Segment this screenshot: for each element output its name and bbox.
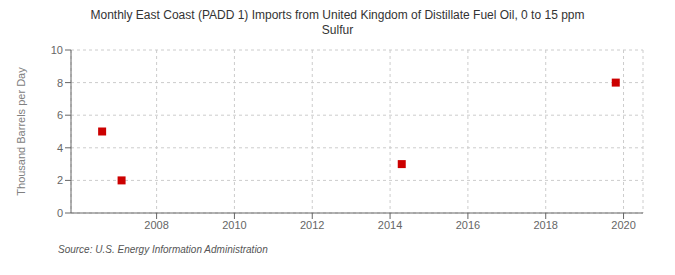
svg-text:6: 6: [57, 109, 63, 121]
html-text:Source: U.S. Energy Informatio: Source: U.S. Energy Information Administ…: [58, 244, 268, 255]
svg-text:2018: 2018: [533, 219, 557, 231]
html-text:Monthly East Coast (PADD 1) Im: Monthly East Coast (PADD 1) Imports from…: [90, 8, 585, 22]
svg-text:2012: 2012: [300, 219, 324, 231]
svg-text:8: 8: [57, 77, 63, 89]
svg-text:2008: 2008: [144, 219, 168, 231]
svg-text:4: 4: [57, 142, 63, 154]
svg-text:10: 10: [51, 44, 63, 56]
svg-text:2014: 2014: [378, 219, 402, 231]
svg-text:2020: 2020: [611, 219, 635, 231]
svg-text:2016: 2016: [456, 219, 480, 231]
svg-text:2: 2: [57, 174, 63, 186]
svg-text:2010: 2010: [222, 219, 246, 231]
html-text:Sulfur: Sulfur: [321, 23, 354, 37]
svg-text:0: 0: [57, 207, 63, 219]
svg-text:Thousand Barrels per Day: Thousand Barrels per Day: [15, 67, 27, 196]
